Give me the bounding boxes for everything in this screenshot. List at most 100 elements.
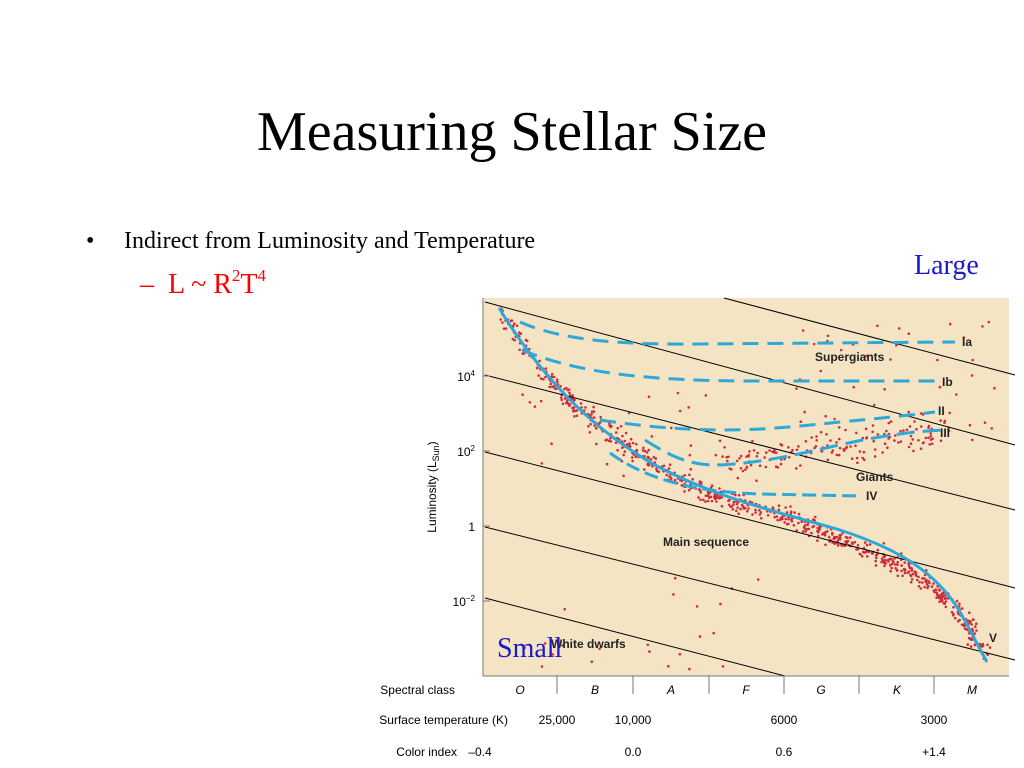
star-dot [990, 427, 993, 430]
star-dot [631, 459, 634, 463]
star-dot [797, 445, 800, 448]
star-dot [867, 550, 871, 554]
star-dot [552, 375, 556, 379]
star-dot [939, 439, 943, 443]
star-dot [889, 564, 892, 567]
star-dot [792, 524, 796, 527]
star-dot [550, 372, 554, 376]
star-dot [720, 496, 724, 499]
star-dot [815, 435, 818, 438]
star-dot [803, 524, 807, 527]
star-dot [745, 455, 748, 458]
star-dot [899, 440, 903, 443]
star-dot [587, 425, 590, 428]
star-dot [970, 374, 974, 377]
star-dot [642, 468, 646, 471]
star-dot [563, 387, 566, 391]
star-dot [986, 643, 989, 647]
star-dot [499, 318, 503, 321]
y-tick-marks [483, 375, 490, 602]
track-ib [521, 348, 935, 383]
star-dot [925, 582, 929, 586]
star-dot [856, 461, 859, 465]
slide-title: Measuring Stellar Size [256, 101, 768, 163]
star-dot [521, 393, 524, 397]
star-dot [731, 508, 735, 511]
star-dot [876, 548, 880, 552]
star-dot [528, 401, 532, 404]
spectral-class-b: B [591, 683, 599, 697]
star-dot [605, 462, 609, 466]
star-dot [647, 463, 651, 467]
star-dot [773, 515, 776, 519]
star-dot [838, 446, 842, 450]
star-dot [728, 467, 731, 470]
star-dot [715, 494, 719, 497]
star-dot [917, 575, 920, 579]
star-dot [943, 597, 947, 600]
star-dot [730, 505, 734, 508]
star-dot [942, 601, 945, 605]
star-dot [715, 500, 718, 503]
star-dot [894, 434, 897, 437]
sub-bullet-formula: – L ~ R2T4 [140, 266, 266, 301]
bullet-item: • Indirect from Luminosity and Temperatur… [86, 228, 535, 255]
star-dot [740, 503, 744, 507]
star-dot [683, 474, 687, 477]
star-dot [687, 406, 690, 409]
star-dot [737, 512, 740, 515]
temperature-value: 10,000 [615, 713, 652, 727]
star-dot [714, 453, 718, 457]
star-dot [550, 442, 553, 446]
star-dot [735, 509, 738, 513]
star-dot [967, 636, 971, 640]
star-dot [938, 600, 941, 603]
star-dot [741, 469, 745, 473]
star-dot [590, 412, 593, 416]
star-dot [702, 498, 705, 502]
star-dot [543, 642, 547, 645]
star-dot [727, 503, 731, 507]
star-dot [940, 599, 944, 603]
star-dot [510, 319, 514, 322]
star-dot [573, 415, 576, 418]
star-dot [667, 664, 670, 668]
star-dot [938, 385, 942, 389]
star-dot [913, 570, 916, 573]
star-dot [944, 600, 948, 603]
star-dot [668, 463, 672, 467]
star-dot [748, 450, 751, 453]
star-dot [909, 442, 913, 446]
star-dot [952, 614, 955, 617]
star-dot [706, 499, 710, 503]
star-dot [807, 527, 811, 531]
star-dot [873, 455, 877, 458]
star-dot [630, 456, 634, 459]
class-label-ia: Ia [962, 335, 972, 349]
star-dot [799, 420, 802, 424]
star-dot [568, 391, 571, 395]
star-dot [758, 513, 762, 516]
star-dot [971, 438, 974, 442]
star-dot [683, 490, 686, 493]
star-dot [814, 515, 817, 519]
star-dot [572, 406, 576, 409]
star-dot [616, 448, 619, 452]
star-dot [751, 513, 754, 516]
star-dot [923, 585, 926, 589]
star-dot [876, 324, 879, 328]
star-dot [595, 426, 598, 430]
star-dot [927, 424, 931, 428]
star-dot [785, 511, 789, 514]
star-dot [970, 623, 973, 626]
star-dot [785, 522, 789, 526]
region-label-white-dwarfs: White dwarfs [551, 637, 626, 651]
star-dot [549, 382, 552, 386]
color-index-value: 0.6 [776, 745, 793, 759]
star-dot [678, 409, 682, 413]
star-dot [525, 339, 529, 343]
track-iii [644, 428, 946, 467]
star-dot [901, 574, 904, 578]
star-dot [744, 468, 747, 471]
